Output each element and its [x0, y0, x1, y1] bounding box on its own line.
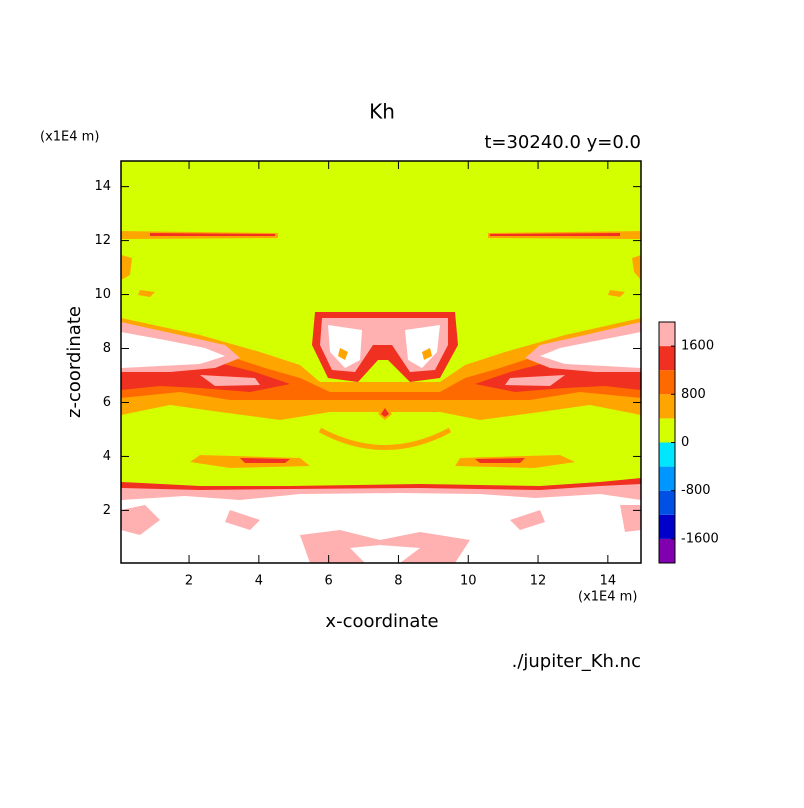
colorbar-label: 1600	[681, 339, 714, 354]
colorbar-segment	[659, 490, 675, 515]
colorbar-segment	[659, 418, 675, 443]
x-tick-label: 6	[325, 574, 333, 589]
colorbar-segment	[659, 514, 675, 539]
contour-band	[318, 427, 452, 450]
y-tick-label: 8	[103, 341, 111, 356]
contour-band	[422, 348, 432, 360]
contour-band	[632, 255, 641, 280]
y-tick-label: 4	[103, 449, 111, 464]
contour-band	[121, 505, 160, 535]
colorbar-label: -1600	[681, 531, 719, 546]
plot-frame	[120, 160, 642, 564]
y-unit: (x1E4 m)	[40, 130, 99, 145]
y-tick-label: 6	[103, 395, 111, 410]
contour-band	[350, 545, 420, 563]
contour-band	[338, 348, 348, 360]
contour-band	[240, 458, 290, 463]
colorbar-label: 0	[681, 435, 689, 450]
contour-band	[138, 290, 155, 297]
subtitle: t=30240.0 y=0.0	[484, 132, 641, 153]
x-tick-label: 4	[255, 574, 263, 589]
y-tick-label: 10	[94, 287, 111, 302]
contour-band	[620, 505, 641, 532]
colorbar-label: -800	[681, 483, 711, 498]
contour-band	[405, 325, 440, 368]
contour-band	[540, 332, 641, 368]
x-unit: (x1E4 m)	[578, 590, 637, 605]
x-tick-label: 8	[394, 574, 402, 589]
x-tick-label: 10	[460, 574, 477, 589]
contour-band	[475, 458, 525, 463]
colorbar-segment	[659, 370, 675, 395]
colorbar-label: 800	[681, 387, 706, 402]
source-label: ./jupiter_Kh.nc	[512, 651, 641, 672]
y-tick-label: 2	[103, 503, 111, 518]
contour-band	[121, 332, 225, 368]
contour-band	[608, 290, 625, 297]
colorbar-segment	[659, 538, 675, 563]
y-label: z-coordinate	[64, 306, 85, 418]
colorbar-segment	[659, 322, 675, 347]
colorbar-segment	[659, 442, 675, 467]
y-tick-label: 12	[94, 233, 111, 248]
contour-band	[225, 510, 260, 530]
contour-band	[490, 233, 620, 236]
y-tick-label: 14	[94, 179, 111, 194]
x-tick-label: 12	[530, 574, 547, 589]
colorbar-segment	[659, 466, 675, 491]
x-tick-label: 2	[185, 574, 193, 589]
contour-band	[121, 255, 132, 280]
colorbar-segment	[659, 346, 675, 371]
contour-band	[328, 325, 362, 368]
chart-title: Kh	[369, 100, 395, 124]
contour-band	[505, 375, 565, 386]
contour-field	[121, 161, 641, 563]
contour-band	[121, 493, 641, 563]
contour-band	[510, 510, 545, 530]
x-label: x-coordinate	[325, 611, 438, 632]
colorbar-segment	[659, 394, 675, 419]
contour-band	[150, 233, 275, 236]
x-tick-label: 14	[600, 574, 617, 589]
contour-band	[381, 408, 389, 417]
contour-band	[200, 375, 260, 386]
